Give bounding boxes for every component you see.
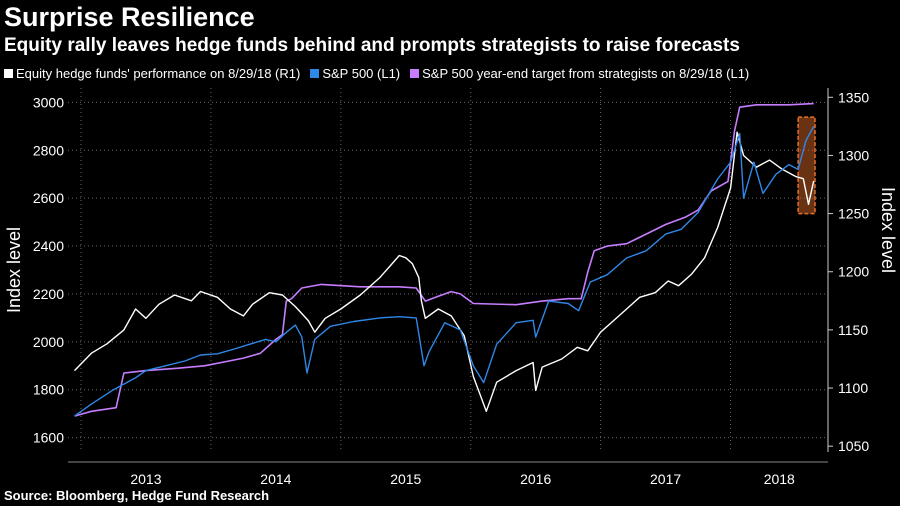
legend-item-hedge-funds: Equity hedge funds' performance on 8/29/… xyxy=(4,66,300,81)
y-left-tick-label: 2000 xyxy=(33,334,64,350)
y-left-tick-label: 1800 xyxy=(33,382,64,398)
y-right-tick-label: 1300 xyxy=(838,147,869,163)
legend-label-target: S&P 500 year-end target from strategists… xyxy=(422,66,750,81)
source-note: Source: Bloomberg, Hedge Fund Research xyxy=(4,488,270,503)
y-left-tick-label: 2600 xyxy=(33,190,64,206)
chart-subtitle: Equity rally leaves hedge funds behind a… xyxy=(4,35,740,56)
y-right-tick-label: 1250 xyxy=(838,206,869,222)
series-line-target xyxy=(74,102,814,417)
legend-item-sp500: S&P 500 (L1) xyxy=(310,66,400,81)
y-left-axis-title: Index level xyxy=(4,227,24,313)
legend-swatch-hedge-funds xyxy=(4,69,13,78)
chart-title: Surprise Resilience xyxy=(4,2,255,32)
series-line-sp500 xyxy=(74,125,815,417)
x-tick-label: 2013 xyxy=(130,471,161,487)
y-right-tick-label: 1050 xyxy=(838,438,869,454)
y-right-axis-title: Index level xyxy=(878,187,898,273)
x-tick-label: 2015 xyxy=(390,471,421,487)
series-line-hedge-funds xyxy=(73,131,815,412)
x-tick-label: 2016 xyxy=(520,471,551,487)
y-left-tick-label: 2800 xyxy=(33,142,64,158)
legend-swatch-sp500 xyxy=(310,69,320,78)
legend-item-target: S&P 500 year-end target from strategists… xyxy=(410,66,749,81)
y-right-tick-label: 1100 xyxy=(838,380,868,396)
legend-label-sp500: S&P 500 (L1) xyxy=(322,66,401,81)
legend-swatch-target xyxy=(410,69,420,78)
y-right-tick-label: 1200 xyxy=(838,264,869,280)
x-tick-label: 2014 xyxy=(260,471,291,487)
chart-legend: Equity hedge funds' performance on 8/29/… xyxy=(4,66,759,81)
legend-label-hedge-funds: Equity hedge funds' performance on 8/29/… xyxy=(16,66,301,81)
x-tick-label: 2017 xyxy=(650,471,681,487)
y-left-tick-label: 2400 xyxy=(33,238,64,254)
highlight-box xyxy=(797,116,816,215)
y-right-tick-label: 1350 xyxy=(838,89,869,105)
y-left-tick-label: 3000 xyxy=(33,94,64,110)
x-tick-label: 2018 xyxy=(764,471,795,487)
y-left-tick-label: 1600 xyxy=(33,430,64,446)
y-left-tick-label: 2200 xyxy=(33,286,64,302)
y-right-tick-label: 1150 xyxy=(838,322,868,338)
